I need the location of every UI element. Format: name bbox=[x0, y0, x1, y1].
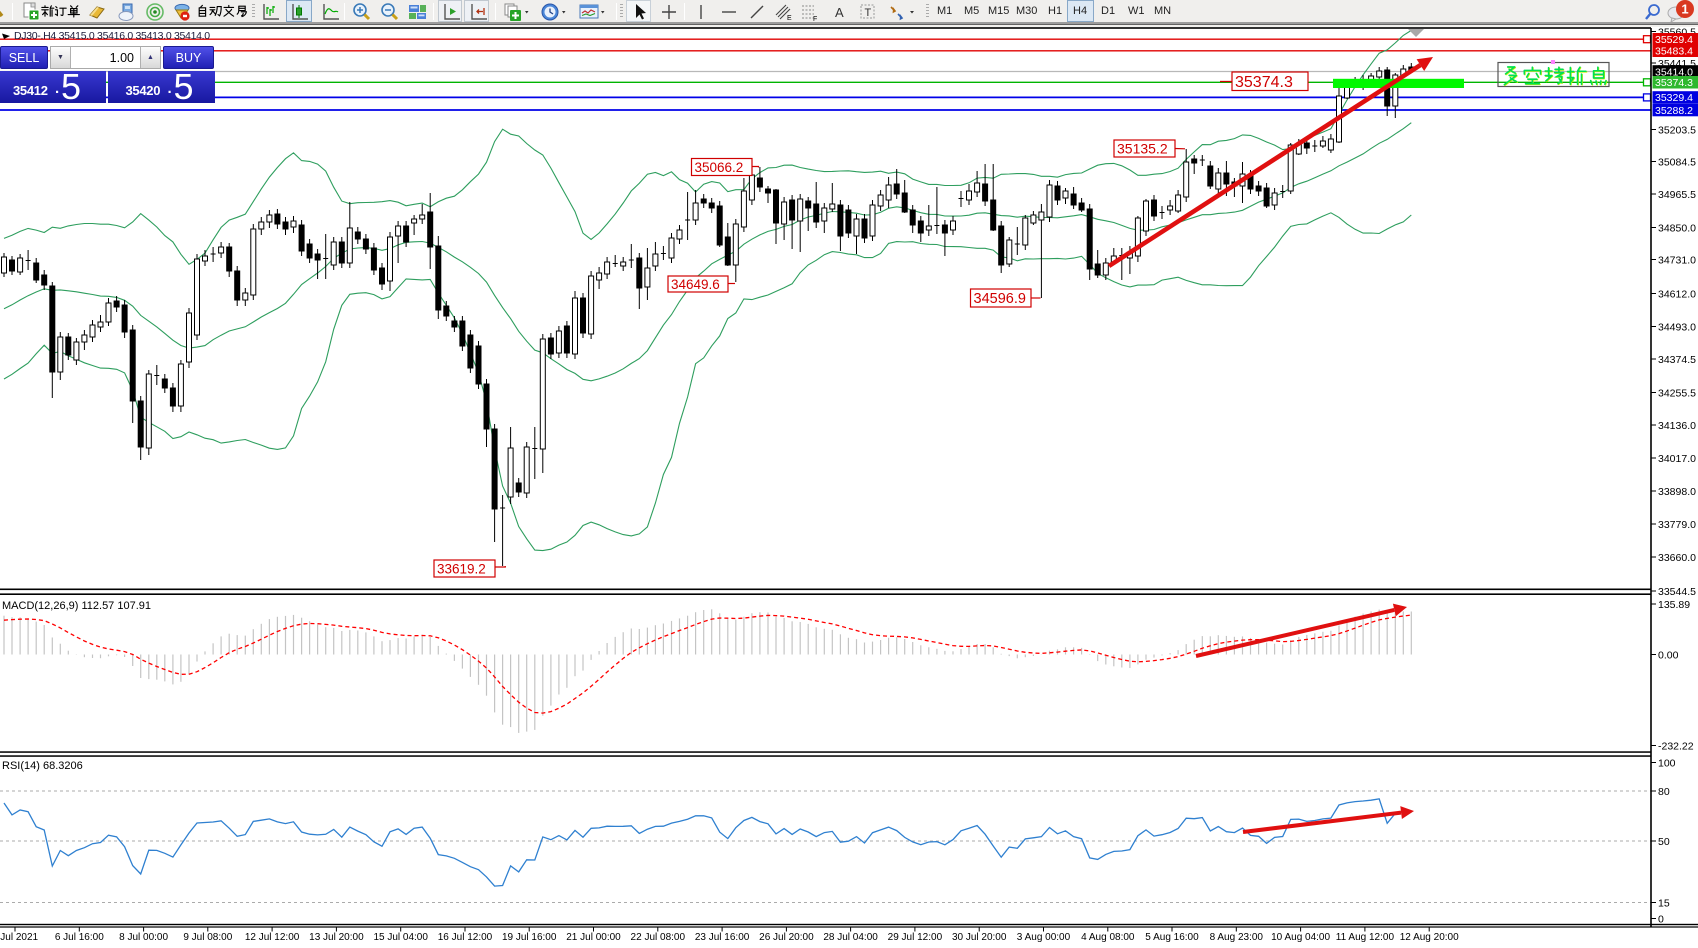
svg-text:34731.0: 34731.0 bbox=[1658, 254, 1696, 266]
svg-text:35374.3: 35374.3 bbox=[1655, 77, 1693, 89]
svg-text:8 Jul 00:00: 8 Jul 00:00 bbox=[119, 932, 168, 943]
svg-text:135.89: 135.89 bbox=[1658, 599, 1690, 611]
svg-text:6 Jul 16:00: 6 Jul 16:00 bbox=[55, 932, 104, 943]
svg-text:35483.4: 35483.4 bbox=[1655, 46, 1693, 58]
svg-text:5 Aug 16:00: 5 Aug 16:00 bbox=[1145, 932, 1199, 943]
svg-text:80: 80 bbox=[1658, 786, 1670, 798]
svg-text:35135.2: 35135.2 bbox=[1117, 141, 1168, 157]
svg-text:29 Jul 12:00: 29 Jul 12:00 bbox=[888, 932, 943, 943]
svg-text:30 Jul 20:00: 30 Jul 20:00 bbox=[952, 932, 1007, 943]
svg-text:DJ30-.H4 35415.0 35416.0 3541: DJ30-.H4 35415.0 35416.0 35413.0 35414.0 bbox=[14, 30, 210, 42]
svg-text:8 Aug 23:00: 8 Aug 23:00 bbox=[1210, 932, 1264, 943]
svg-text:MACD(12,26,9) 112.57 107.91: MACD(12,26,9) 112.57 107.91 bbox=[2, 600, 151, 612]
svg-text:9 Jul 08:00: 9 Jul 08:00 bbox=[183, 932, 232, 943]
svg-text:35414.0: 35414.0 bbox=[1655, 66, 1693, 78]
svg-text:5 Jul 2021: 5 Jul 2021 bbox=[0, 932, 39, 943]
svg-text:100: 100 bbox=[1658, 757, 1676, 769]
svg-text:RSI(14) 68.3206: RSI(14) 68.3206 bbox=[2, 760, 83, 772]
svg-text:35329.4: 35329.4 bbox=[1655, 92, 1693, 104]
svg-text:1: 1 bbox=[1681, 2, 1688, 17]
svg-text:34255.5: 34255.5 bbox=[1658, 387, 1696, 399]
svg-text:0.00: 0.00 bbox=[1658, 649, 1679, 661]
svg-text:35288.2: 35288.2 bbox=[1655, 105, 1693, 117]
svg-text:33779.0: 33779.0 bbox=[1658, 519, 1696, 531]
svg-text:35529.4: 35529.4 bbox=[1655, 34, 1693, 46]
svg-text:12 Jul 12:00: 12 Jul 12:00 bbox=[245, 932, 300, 943]
svg-text:33660.0: 33660.0 bbox=[1658, 552, 1696, 564]
svg-text:28 Jul 04:00: 28 Jul 04:00 bbox=[823, 932, 878, 943]
svg-text:35066.2: 35066.2 bbox=[695, 160, 744, 175]
svg-text:12 Aug 20:00: 12 Aug 20:00 bbox=[1400, 932, 1459, 943]
svg-text:26 Jul 20:00: 26 Jul 20:00 bbox=[759, 932, 814, 943]
svg-text:34965.5: 34965.5 bbox=[1658, 189, 1696, 201]
svg-text:50: 50 bbox=[1658, 836, 1670, 848]
svg-text:16 Jul 12:00: 16 Jul 12:00 bbox=[438, 932, 493, 943]
svg-text:E: E bbox=[787, 15, 792, 22]
svg-text:34493.0: 34493.0 bbox=[1658, 321, 1696, 333]
svg-text:21 Jul 00:00: 21 Jul 00:00 bbox=[566, 932, 621, 943]
svg-text:34017.0: 34017.0 bbox=[1658, 453, 1696, 465]
svg-text:33544.5: 33544.5 bbox=[1658, 586, 1696, 598]
svg-text:33898.0: 33898.0 bbox=[1658, 486, 1696, 498]
svg-text:34649.6: 34649.6 bbox=[671, 277, 720, 292]
svg-text:A: A bbox=[835, 5, 844, 20]
svg-text:34374.5: 34374.5 bbox=[1658, 354, 1696, 366]
svg-text:3 Aug 00:00: 3 Aug 00:00 bbox=[1017, 932, 1071, 943]
svg-text:34136.0: 34136.0 bbox=[1658, 420, 1696, 432]
svg-text:-232.22: -232.22 bbox=[1658, 740, 1694, 752]
svg-text:35203.5: 35203.5 bbox=[1658, 124, 1696, 136]
svg-text:34850.0: 34850.0 bbox=[1658, 222, 1696, 234]
svg-text:0: 0 bbox=[1658, 913, 1664, 925]
svg-text:15: 15 bbox=[1658, 897, 1670, 909]
svg-text:33619.2: 33619.2 bbox=[437, 561, 486, 576]
svg-text:13 Jul 20:00: 13 Jul 20:00 bbox=[309, 932, 364, 943]
svg-text:35084.5: 35084.5 bbox=[1658, 156, 1696, 168]
svg-text:F: F bbox=[813, 16, 817, 22]
svg-text:4 Aug 08:00: 4 Aug 08:00 bbox=[1081, 932, 1135, 943]
svg-text:19 Jul 16:00: 19 Jul 16:00 bbox=[502, 932, 557, 943]
svg-text:23 Jul 16:00: 23 Jul 16:00 bbox=[695, 932, 750, 943]
svg-text:T: T bbox=[865, 7, 872, 19]
svg-text:35374.3: 35374.3 bbox=[1235, 74, 1293, 91]
svg-text:34612.0: 34612.0 bbox=[1658, 288, 1696, 300]
svg-text:11 Aug 12:00: 11 Aug 12:00 bbox=[1336, 932, 1395, 943]
svg-text:34596.9: 34596.9 bbox=[974, 291, 1026, 307]
svg-text:22 Jul 08:00: 22 Jul 08:00 bbox=[631, 932, 686, 943]
svg-text:15 Jul 04:00: 15 Jul 04:00 bbox=[373, 932, 428, 943]
svg-text:10 Aug 04:00: 10 Aug 04:00 bbox=[1271, 932, 1330, 943]
